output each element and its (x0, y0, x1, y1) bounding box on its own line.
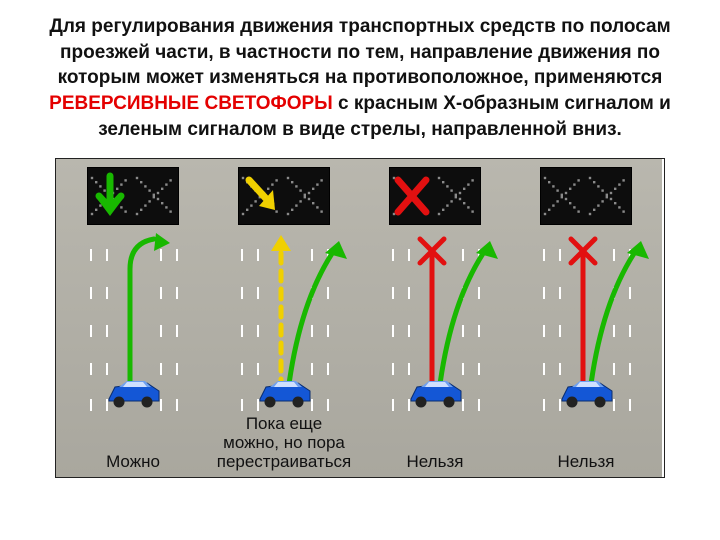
signal-box (389, 167, 481, 225)
signal-box (87, 167, 179, 225)
signal-icon (239, 168, 329, 224)
panel-caption: Можно (58, 452, 208, 471)
car-icon (407, 377, 463, 409)
signal-icon (88, 168, 178, 224)
panel-caption: Пока еще можно, но пора перестраиваться (209, 414, 359, 471)
panel-caption: Нельзя (360, 452, 510, 471)
panel: Нельзя (360, 159, 510, 477)
panel: Пока еще можно, но пора перестраиваться (209, 159, 359, 477)
car (558, 377, 614, 407)
signal-box (238, 167, 330, 225)
car (256, 377, 312, 407)
intro-text: Для регулирования движения транспортных … (0, 0, 720, 152)
signal-box (540, 167, 632, 225)
diagram: МожноПока еще можно, но пора перестраива… (56, 159, 662, 477)
car-icon (105, 377, 161, 409)
car (105, 377, 161, 407)
panel: Нельзя (511, 159, 661, 477)
text-highlight: РЕВЕРСИВНЫЕ СВЕТОФОРЫ (49, 93, 333, 114)
car-icon (558, 377, 614, 409)
signal-icon (541, 168, 631, 224)
signal-icon (390, 168, 480, 224)
panel-caption: Нельзя (511, 452, 661, 471)
car (407, 377, 463, 407)
text-part1: Для регулирования движения транспортных … (49, 16, 670, 88)
panel: Можно (58, 159, 208, 477)
diagram-border: МожноПока еще можно, но пора перестраива… (55, 158, 665, 478)
car-icon (256, 377, 312, 409)
